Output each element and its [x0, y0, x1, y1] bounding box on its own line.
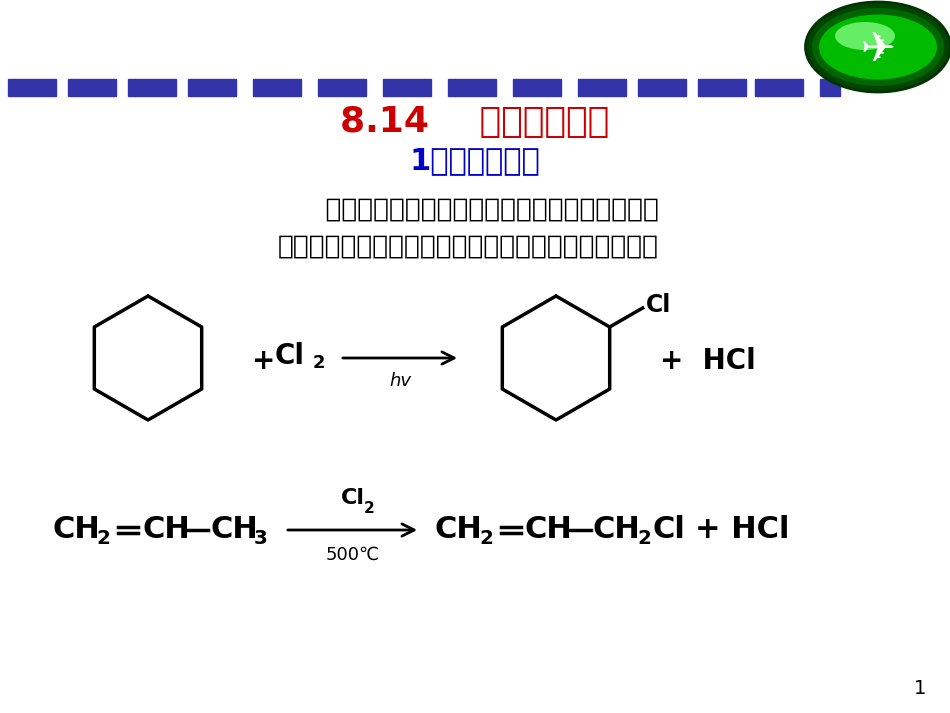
Text: 2: 2	[96, 530, 110, 548]
Text: Cl: Cl	[653, 515, 686, 545]
Text: ✈: ✈	[861, 29, 896, 71]
Text: Cl: Cl	[340, 488, 365, 508]
Text: CH: CH	[142, 515, 190, 545]
Text: 8.14    卤代烃的制备: 8.14 卤代烃的制备	[340, 105, 610, 139]
FancyBboxPatch shape	[755, 79, 803, 96]
Ellipse shape	[806, 2, 950, 92]
Text: CH: CH	[525, 515, 573, 545]
FancyBboxPatch shape	[68, 79, 116, 96]
Text: Cl: Cl	[646, 293, 671, 317]
Text: + HCl: + HCl	[695, 515, 789, 545]
Text: 2: 2	[364, 501, 374, 516]
Text: CH: CH	[52, 515, 100, 545]
Text: 2: 2	[313, 354, 326, 372]
FancyBboxPatch shape	[188, 79, 236, 96]
FancyBboxPatch shape	[448, 79, 496, 96]
Ellipse shape	[812, 8, 944, 86]
FancyBboxPatch shape	[253, 79, 301, 96]
FancyBboxPatch shape	[128, 79, 176, 96]
Text: CH: CH	[210, 515, 257, 545]
Text: +  HCl: + HCl	[660, 347, 756, 375]
FancyBboxPatch shape	[578, 79, 626, 96]
Ellipse shape	[835, 22, 895, 50]
Text: 的混合物。但可用于结构较为特殊的烷烃制取一卤烷。: 的混合物。但可用于结构较为特殊的烷烃制取一卤烷。	[277, 234, 658, 260]
FancyBboxPatch shape	[698, 79, 746, 96]
Text: 500℃: 500℃	[325, 546, 380, 564]
Text: 1: 1	[914, 679, 926, 697]
Text: hv: hv	[389, 372, 411, 390]
FancyBboxPatch shape	[383, 79, 431, 96]
FancyBboxPatch shape	[318, 79, 366, 96]
Text: CH: CH	[593, 515, 640, 545]
Text: +: +	[252, 347, 285, 375]
Text: 3: 3	[254, 530, 268, 548]
FancyBboxPatch shape	[513, 79, 561, 96]
Text: 1、烷烃的卤代: 1、烷烃的卤代	[409, 146, 541, 175]
Text: 2: 2	[637, 530, 651, 548]
FancyBboxPatch shape	[820, 79, 840, 96]
FancyBboxPatch shape	[638, 79, 686, 96]
FancyBboxPatch shape	[8, 79, 56, 96]
Text: 2: 2	[479, 530, 493, 548]
Ellipse shape	[819, 14, 937, 80]
Text: 反应不易停留在一元取代阶段，通常得到多卤代: 反应不易停留在一元取代阶段，通常得到多卤代	[292, 197, 658, 223]
Text: CH: CH	[435, 515, 483, 545]
Text: Cl: Cl	[275, 342, 305, 370]
